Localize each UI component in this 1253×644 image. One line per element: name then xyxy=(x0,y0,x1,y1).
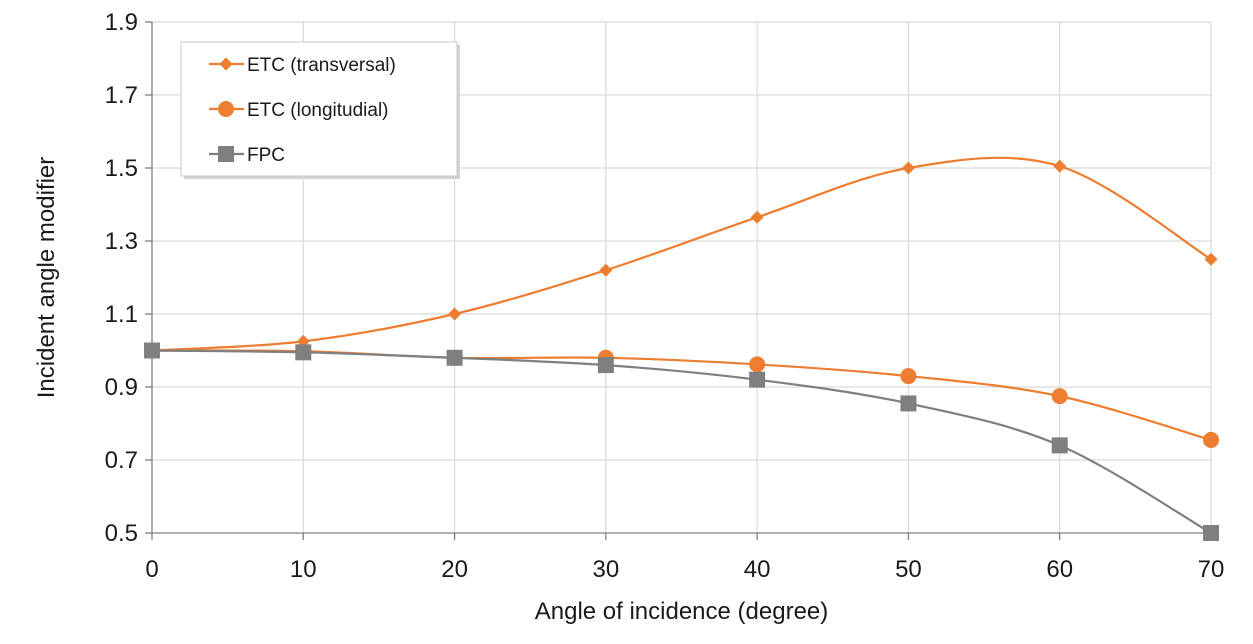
series-0-point xyxy=(448,307,462,321)
legend-label: ETC (longitudial) xyxy=(247,100,389,121)
y-tick-label: 1.5 xyxy=(105,155,138,182)
x-axis-title: Angle of incidence (degree) xyxy=(535,598,829,625)
legend-marker xyxy=(219,57,233,71)
x-tick-label: 50 xyxy=(895,556,922,583)
series-2-point xyxy=(144,342,160,359)
y-tick-label: 0.7 xyxy=(105,447,138,474)
legend: ETC (transversal) ETC (longitudial) FPC xyxy=(180,41,460,179)
series-0-point xyxy=(901,161,915,175)
series-line-0 xyxy=(151,156,1212,352)
series-2-point xyxy=(749,371,766,388)
axes xyxy=(145,21,1212,540)
legend-label: FPC xyxy=(247,145,285,166)
series-0-point xyxy=(1204,252,1218,266)
x-tick-label: 0 xyxy=(145,556,158,583)
series-2-point xyxy=(1203,525,1219,541)
tick-labels: 0.5 0.7 0.9 1.1 1.3 1.5 1.7 1.9 0 10 20 30 40 50 60 70 xyxy=(105,9,1225,583)
series-1-point xyxy=(900,368,917,385)
x-tick-label: 10 xyxy=(290,556,317,583)
series-2-point xyxy=(900,395,917,412)
x-tick-label: 30 xyxy=(593,556,620,583)
series-0-point xyxy=(1053,159,1067,173)
x-tick-label: 20 xyxy=(441,556,468,583)
legend-marker xyxy=(218,146,234,162)
x-tick-label: 70 xyxy=(1198,556,1225,583)
series-1-point xyxy=(1203,431,1219,448)
series-2-point xyxy=(597,357,614,374)
legend-label: ETC (transversal) xyxy=(247,55,396,76)
series-1-point xyxy=(1051,388,1068,405)
y-tick-label: 1.9 xyxy=(105,9,138,36)
series-0-point xyxy=(599,263,613,277)
y-tick-label: 1.1 xyxy=(105,301,138,328)
series-2-point xyxy=(295,344,312,361)
y-tick-label: 1.3 xyxy=(105,228,138,255)
x-tick-label: 40 xyxy=(744,556,771,583)
y-tick-label: 1.7 xyxy=(105,82,138,109)
y-axis-title: Incident angle modifier xyxy=(33,157,60,398)
series-2-point xyxy=(446,349,463,366)
series-2-point xyxy=(1051,437,1068,454)
series-0-point xyxy=(750,210,764,224)
series-1-point xyxy=(749,356,766,373)
y-tick-label: 0.5 xyxy=(105,520,138,547)
series-layer xyxy=(144,156,1219,541)
y-tick-label: 0.9 xyxy=(105,374,138,401)
x-tick-label: 60 xyxy=(1046,556,1073,583)
legend-marker xyxy=(218,101,234,117)
